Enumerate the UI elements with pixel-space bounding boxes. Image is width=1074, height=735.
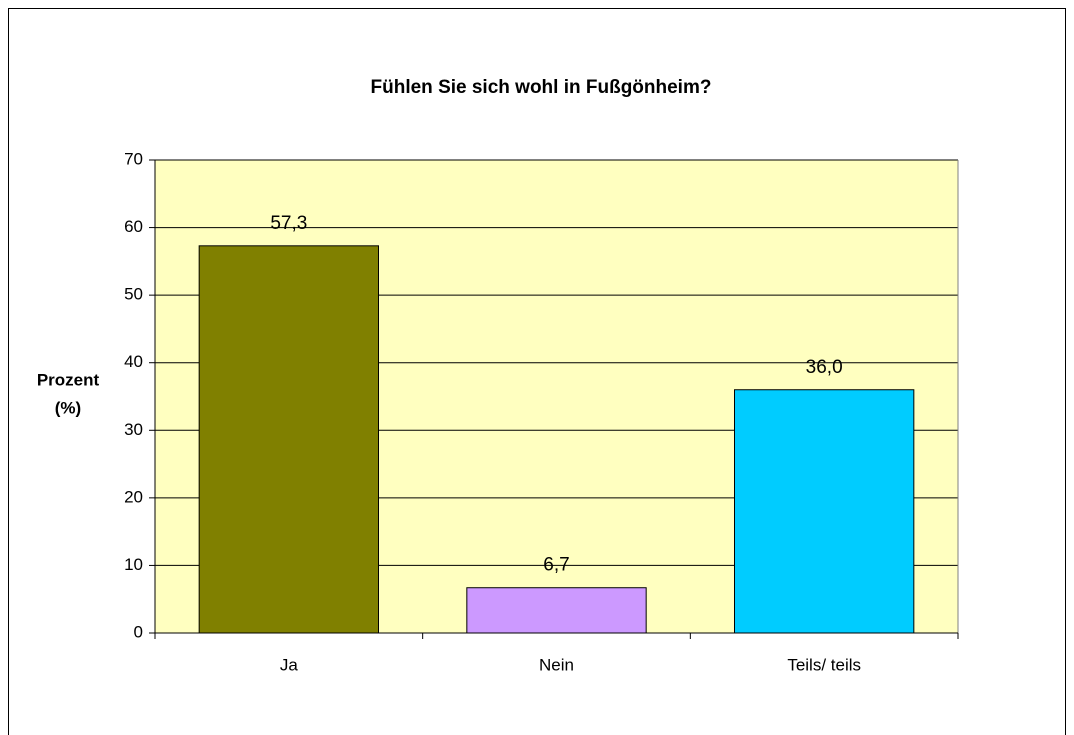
x-tick-label: Ja [280,655,299,674]
y-tick-label: 70 [124,149,143,168]
bar [466,587,647,634]
y-tick-label: 20 [124,487,143,506]
value-label: 57,3 [270,213,307,234]
x-tick-label: Nein [539,655,574,674]
y-tick-label: 10 [124,555,143,574]
y-tick-label: 30 [124,420,143,439]
chart-title: Fühlen Sie sich wohl in Fußgönheim? [371,77,712,98]
bar [733,389,915,634]
y-axis-label: (%) [55,398,81,417]
value-label: 6,7 [543,555,569,576]
y-axis-label: Prozent [37,370,100,389]
y-tick-label: 50 [124,285,143,304]
value-label: 36,0 [806,357,843,378]
y-tick-label: 40 [124,352,143,371]
y-tick-label: 0 [134,622,143,641]
y-tick-label: 60 [124,217,143,236]
x-tick-label: Teils/ teils [787,655,861,674]
bar [198,245,380,634]
